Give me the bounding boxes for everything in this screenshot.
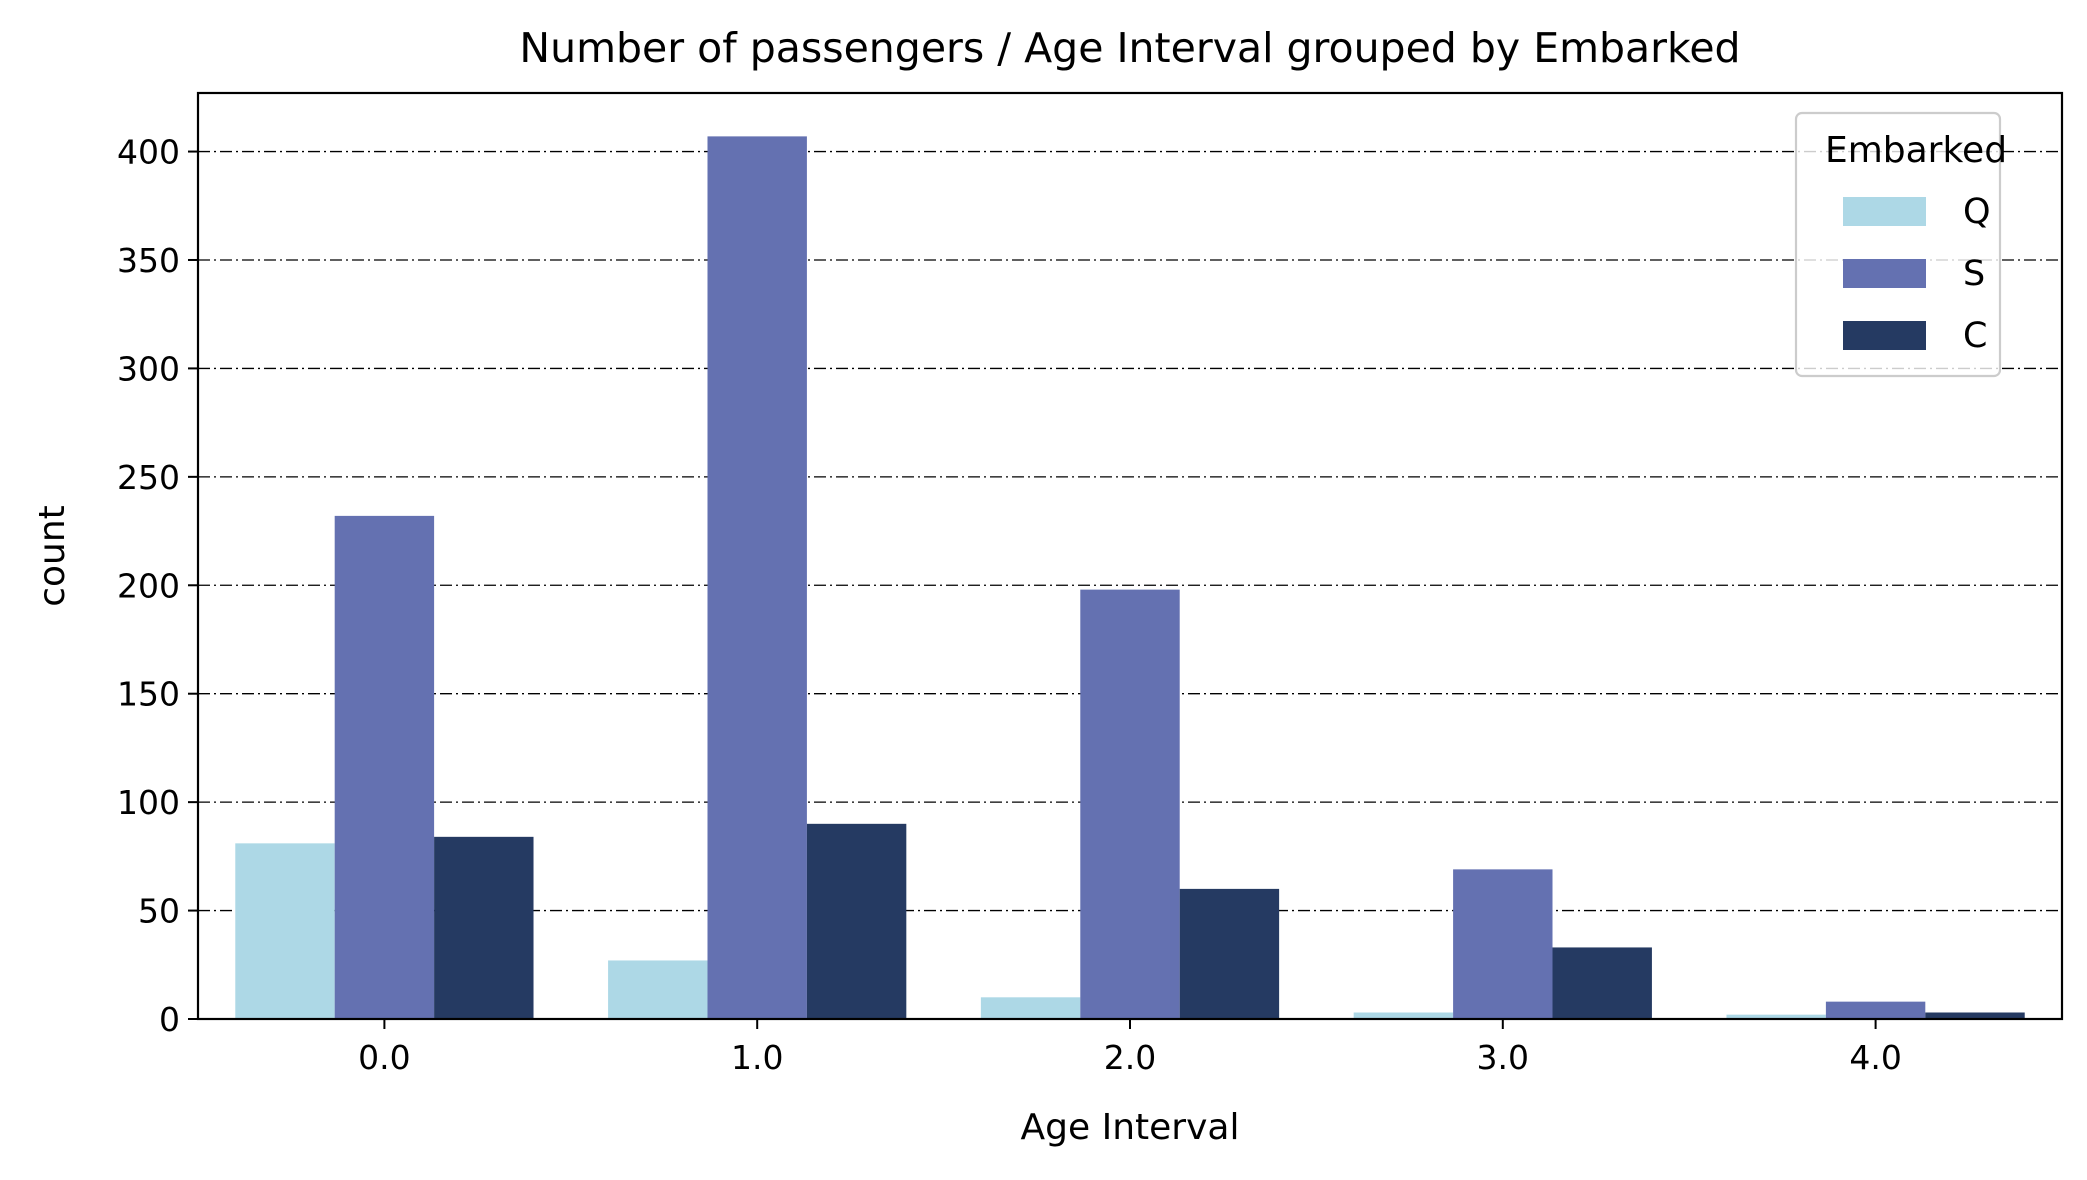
bar-S-2.0 [1080, 589, 1180, 1019]
bar-Q-3.0 [1353, 1012, 1454, 1019]
bar-S-3.0 [1453, 869, 1553, 1019]
y-tick-label: 250 [117, 458, 180, 497]
legend-items: QSC [1843, 192, 1991, 356]
bar-Q-4.0 [1726, 1014, 1826, 1019]
y-tick-label: 350 [117, 241, 180, 280]
legend-frame [1794, 111, 2002, 378]
x-tick-label: 0.0 [358, 1038, 410, 1077]
bar-Q-0.0 [235, 843, 335, 1019]
x-tick-label: 3.0 [1477, 1038, 1529, 1077]
y-tick-label: 300 [117, 349, 180, 388]
y-tick-label: 200 [117, 566, 180, 605]
legend: Embarked QSC [1794, 111, 2007, 378]
x-tick-label: 2.0 [1104, 1038, 1156, 1077]
y-axis-label: count [32, 505, 73, 607]
bar-S-4.0 [1825, 1001, 1926, 1019]
legend-label-S: S [1963, 254, 1985, 294]
bars [235, 136, 2025, 1019]
y-tick-label: 50 [138, 892, 180, 931]
legend-swatch-Q [1843, 197, 1926, 226]
bar-C-4.0 [1925, 1012, 2025, 1019]
bar-Q-2.0 [980, 997, 1081, 1019]
legend-label-Q: Q [1963, 192, 1991, 232]
legend-title: Embarked [1825, 130, 2007, 171]
y-tick-label: 400 [117, 133, 180, 172]
x-axis-label: Age Interval [1021, 1107, 1240, 1148]
bar-C-1.0 [806, 823, 907, 1019]
legend-label-C: C [1963, 316, 1987, 356]
bar-C-2.0 [1179, 888, 1280, 1019]
x-tick-label: 1.0 [731, 1038, 783, 1077]
legend-swatch-S [1843, 259, 1926, 288]
y-axis: 0 50 100 150 200 250 300 350 400 [117, 133, 198, 1039]
legend-swatch-C [1843, 321, 1926, 350]
bar-C-0.0 [434, 836, 534, 1019]
y-tick-label: 0 [159, 1000, 180, 1039]
y-tick-label: 100 [117, 783, 180, 822]
bar-C-3.0 [1552, 947, 1652, 1019]
bar-S-0.0 [334, 515, 435, 1019]
chart-title: Number of passengers / Age Interval grou… [519, 24, 1740, 72]
bar-Q-1.0 [608, 960, 708, 1019]
x-tick-label: 4.0 [1849, 1038, 1901, 1077]
y-tick-label: 150 [117, 675, 180, 714]
bar-S-1.0 [707, 136, 807, 1019]
x-axis: 0.0 1.0 2.0 3.0 4.0 [358, 1019, 1902, 1077]
